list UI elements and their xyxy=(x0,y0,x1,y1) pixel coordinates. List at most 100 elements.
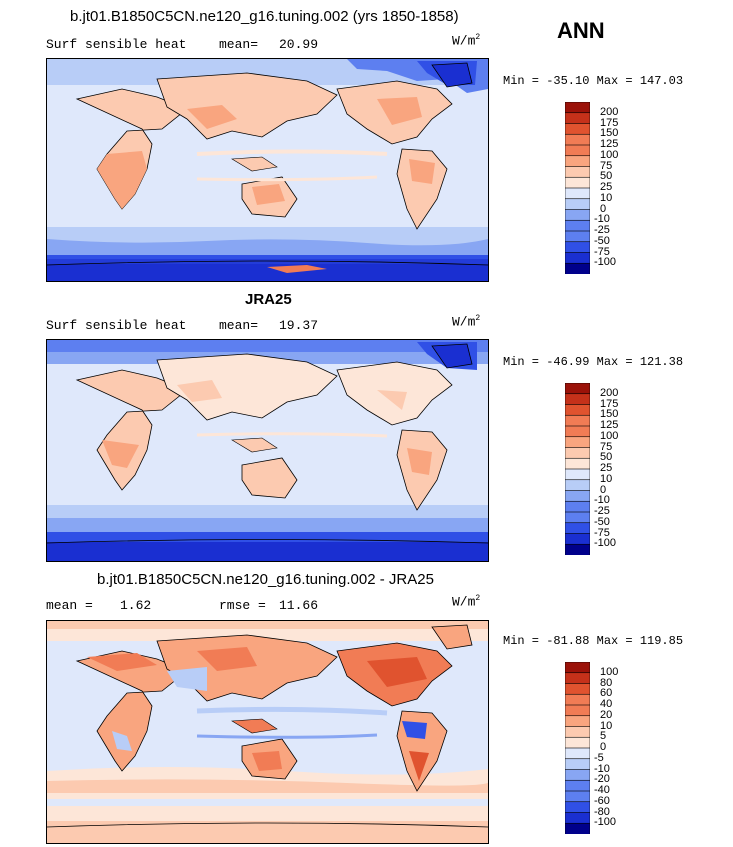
panel3-colorbar-graphic xyxy=(565,662,590,834)
panel1-map xyxy=(46,58,489,282)
colorbar-box xyxy=(565,166,590,179)
colorbar-box xyxy=(565,393,590,406)
colorbar-box xyxy=(565,662,590,674)
colorbar-tick-label: 200 xyxy=(600,386,619,399)
colorbar-tick-label: 60 xyxy=(600,687,613,700)
colorbar-box xyxy=(565,383,590,395)
colorbar-tick-label: 100 xyxy=(600,665,619,678)
panel1-colorbar-graphic xyxy=(565,102,590,274)
colorbar-tick-label: 20 xyxy=(600,708,613,721)
panel1-min-max: Min = -35.10 Max = 147.03 xyxy=(503,74,684,88)
panel1-title: b.jt01.B1850C5CN.ne120_g16.tuning.002 (y… xyxy=(70,8,459,25)
colorbar-box xyxy=(565,468,590,481)
colorbar-tick-label: 100 xyxy=(600,148,619,161)
panel2-colorbar-graphic xyxy=(565,383,590,555)
colorbar-box xyxy=(565,822,590,834)
panel1-map-graphic xyxy=(47,59,488,281)
panel1-variable-label: Surf sensible heat xyxy=(46,37,187,52)
colorbar-tick-label: -80 xyxy=(594,805,610,818)
colorbar-tick-label: 5 xyxy=(600,730,607,743)
colorbar-tick-label: 0 xyxy=(600,483,607,496)
panel2-min-max: Min = -46.99 Max = 121.38 xyxy=(503,355,684,369)
panel3-map xyxy=(46,620,489,844)
colorbar-tick-label: -10 xyxy=(594,494,610,507)
colorbar-tick-label: 100 xyxy=(600,429,619,442)
colorbar-box xyxy=(565,683,590,696)
colorbar-box xyxy=(565,790,590,803)
panel1-mean-label: mean= xyxy=(219,37,259,52)
panel3-min-max: Min = -81.88 Max = 119.85 xyxy=(503,634,684,648)
colorbar-tick-label: -10 xyxy=(594,213,610,226)
colorbar-tick-label: -40 xyxy=(594,784,610,796)
panel2-mean-label: mean= xyxy=(219,318,259,333)
colorbar-box xyxy=(565,144,590,157)
colorbar-box xyxy=(565,425,590,438)
colorbar-box xyxy=(565,779,590,792)
colorbar-tick-label: 150 xyxy=(600,408,619,421)
colorbar-box xyxy=(565,511,590,524)
colorbar-box xyxy=(565,187,590,200)
colorbar-box xyxy=(565,252,590,265)
panel2-title: JRA25 xyxy=(245,291,292,308)
colorbar-tick-label: 25 xyxy=(600,462,613,474)
panel3-rmse-value: 11.66 xyxy=(279,598,319,613)
panel2-map-graphic xyxy=(47,340,488,561)
panel3-units: W/m2 xyxy=(452,594,481,610)
colorbar-box xyxy=(565,758,590,771)
colorbar-box xyxy=(565,479,590,492)
colorbar-box xyxy=(565,715,590,728)
colorbar-box xyxy=(565,209,590,222)
colorbar-tick-label: 0 xyxy=(600,741,607,753)
colorbar-box xyxy=(565,404,590,417)
panel3-map-graphic xyxy=(47,621,488,843)
panel1-units: W/m2 xyxy=(452,33,481,49)
panel1-colorbar xyxy=(565,102,590,274)
colorbar-tick-label: 0 xyxy=(600,202,607,215)
colorbar-box xyxy=(565,736,590,749)
colorbar-box xyxy=(565,500,590,513)
colorbar-box xyxy=(565,176,590,189)
panel3-colorbar-ticks: 100 80 60 40 20 10 5 0 -5 -10 -20 -40 -60 -80 -100 xyxy=(594,662,640,834)
colorbar-tick-label: 50 xyxy=(600,170,613,183)
colorbar-box xyxy=(565,262,590,274)
colorbar-tick-label: 50 xyxy=(600,451,613,464)
colorbar-tick-label: -50 xyxy=(594,234,610,247)
colorbar-tick-label: -20 xyxy=(594,773,610,786)
colorbar-tick-label: -25 xyxy=(594,505,610,517)
colorbar-box xyxy=(565,198,590,211)
colorbar-tick-label: -60 xyxy=(594,794,610,807)
colorbar-box xyxy=(565,769,590,782)
panel2-colorbar-ticks: 200 175 150 125 100 75 50 25 10 0 -10 -25 -50 -75 -100 xyxy=(594,383,640,555)
colorbar-tick-label: 200 xyxy=(600,105,619,118)
colorbar-box xyxy=(565,219,590,232)
colorbar-box xyxy=(565,241,590,254)
panel3-rmse-label: rmse = xyxy=(219,598,266,613)
colorbar-tick-label: -50 xyxy=(594,515,610,528)
colorbar-box xyxy=(565,112,590,125)
colorbar-box xyxy=(565,155,590,168)
colorbar-box xyxy=(565,801,590,814)
colorbar-box xyxy=(565,457,590,470)
colorbar-tick-label: 125 xyxy=(600,419,619,431)
colorbar-tick-label: 10 xyxy=(600,191,613,204)
colorbar-box xyxy=(565,704,590,717)
colorbar-box xyxy=(565,812,590,825)
colorbar-box xyxy=(565,533,590,546)
panel1-colorbar-ticks: 200 175 150 125 100 75 50 25 10 0 -10 -25 -50 -75 -100 xyxy=(594,102,640,274)
colorbar-tick-label: 75 xyxy=(600,159,613,172)
colorbar-tick-label: -100 xyxy=(594,816,617,829)
panel2-colorbar xyxy=(565,383,590,555)
colorbar-tick-label: -25 xyxy=(594,224,610,236)
colorbar-box xyxy=(565,522,590,535)
colorbar-tick-label: 10 xyxy=(600,472,613,485)
colorbar-box xyxy=(565,436,590,449)
colorbar-tick-label: -10 xyxy=(594,762,610,775)
colorbar-tick-label: 80 xyxy=(600,676,613,689)
colorbar-tick-label: -5 xyxy=(594,751,604,764)
colorbar-box xyxy=(565,726,590,739)
panel3-mean-label: mean = xyxy=(46,598,93,613)
colorbar-box xyxy=(565,123,590,136)
panel2-units: W/m2 xyxy=(452,314,481,330)
colorbar-tick-label: 125 xyxy=(600,138,619,150)
colorbar-tick-label: -100 xyxy=(594,537,617,550)
